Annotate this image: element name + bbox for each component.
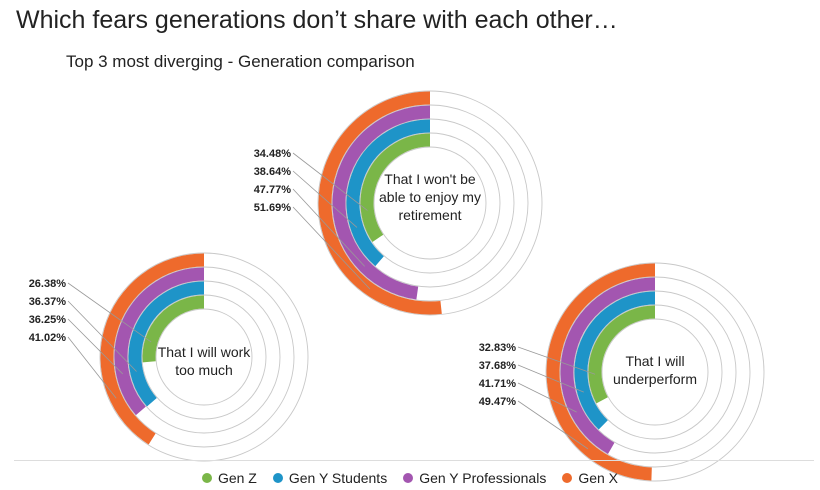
guide-ring xyxy=(113,266,295,448)
legend-marker xyxy=(272,473,283,483)
legend-marker xyxy=(201,473,212,483)
arc-gen-y-professionals xyxy=(332,105,431,300)
data-label: 51.69% xyxy=(254,202,292,214)
center-label: able to enjoy my xyxy=(379,189,481,205)
arc-gen-y-students xyxy=(128,281,205,407)
leader-line xyxy=(67,300,137,372)
data-label: 47.77% xyxy=(254,184,292,196)
arc-gen-x xyxy=(546,263,656,481)
guide-ring xyxy=(601,318,709,426)
data-label: 38.64% xyxy=(254,166,292,178)
leader-line xyxy=(517,382,577,413)
data-label: 32.83% xyxy=(479,342,517,354)
page-title: Which fears generations don’t share with… xyxy=(16,6,618,34)
data-label: 36.25% xyxy=(29,314,67,326)
data-label: 36.37% xyxy=(29,296,67,308)
legend-label: Gen Y Students xyxy=(288,470,388,486)
center-label: too much xyxy=(175,362,233,378)
leader-line xyxy=(517,346,596,375)
leader-line xyxy=(67,318,124,375)
center-label: That I will xyxy=(625,353,684,369)
legend-marker xyxy=(403,473,414,483)
legend: Gen Z Gen Y Students Gen Y Professionals… xyxy=(0,470,820,486)
guide-ring xyxy=(573,290,737,454)
leader-line xyxy=(292,188,365,267)
leader-line xyxy=(292,206,371,290)
center-label: That I will work xyxy=(158,344,252,360)
radial-chart-2: 26.38% 36.37% 36.25% 41.02% That I will work… xyxy=(29,252,309,462)
arc-gen-z xyxy=(588,305,656,404)
guide-ring xyxy=(559,276,751,468)
data-label: 49.47% xyxy=(479,396,517,408)
guide-ring xyxy=(331,104,529,302)
guide-ring xyxy=(359,132,501,274)
arc-gen-z xyxy=(360,133,431,242)
radial-chart-1: 34.48% 38.64% 47.77% 51.69% That I won't be a… xyxy=(254,90,543,316)
guide-ring xyxy=(345,118,515,288)
center-label: retirement xyxy=(398,207,461,223)
leader-line xyxy=(517,400,589,450)
legend-label: Gen X xyxy=(578,470,619,486)
arc-gen-x xyxy=(100,253,205,445)
leader-line xyxy=(517,364,584,393)
arc-gen-x xyxy=(318,91,442,315)
data-label: 34.48% xyxy=(254,148,292,160)
legend-label: Gen Z xyxy=(217,470,257,486)
legend-item-gen-y-students: Gen Y Students xyxy=(272,470,388,486)
data-label: 37.68% xyxy=(479,360,517,372)
divider xyxy=(14,460,814,461)
legend-item-gen-z: Gen Z xyxy=(201,470,257,486)
arc-gen-y-professionals xyxy=(560,277,656,454)
center-label: underperform xyxy=(613,371,697,387)
leader-line xyxy=(292,152,368,211)
legend-item-gen-y-professionals: Gen Y Professionals xyxy=(403,470,546,486)
legend-label: Gen Y Professionals xyxy=(419,470,547,486)
data-label: 41.02% xyxy=(29,332,67,344)
guide-ring xyxy=(317,90,543,316)
data-label: 26.38% xyxy=(29,278,67,290)
leader-line xyxy=(67,282,152,343)
data-label: 41.71% xyxy=(479,378,517,390)
guide-ring xyxy=(99,252,309,462)
leader-line xyxy=(67,336,117,399)
legend-item-gen-x: Gen X xyxy=(562,470,618,486)
arc-gen-z xyxy=(142,295,205,363)
guide-ring xyxy=(373,146,487,260)
guide-ring xyxy=(545,262,765,482)
arc-gen-y-students xyxy=(574,291,656,430)
radial-chart-3: 32.83% 37.68% 41.71% 49.47% That I will under… xyxy=(479,262,765,482)
guide-ring xyxy=(127,280,281,434)
arc-gen-y-students xyxy=(346,119,431,267)
leader-line xyxy=(292,170,358,228)
center-label: That I won't be xyxy=(384,171,476,187)
arc-gen-y-professionals xyxy=(114,267,205,416)
guide-ring xyxy=(141,294,267,420)
chart-subtitle: Top 3 most diverging - Generation compar… xyxy=(66,52,415,71)
legend-marker xyxy=(562,473,573,483)
guide-ring xyxy=(155,308,253,406)
